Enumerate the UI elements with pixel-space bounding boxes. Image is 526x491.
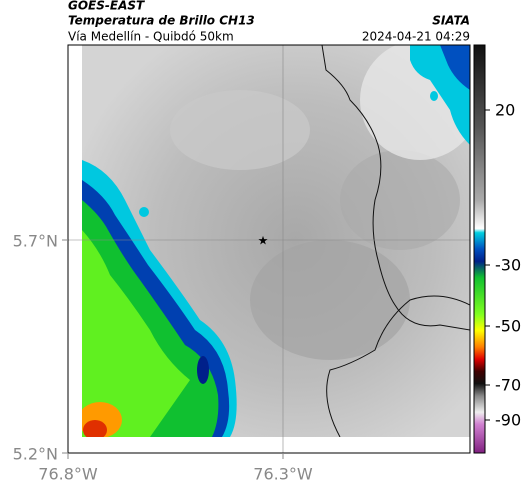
colorbar-label: -90 [495,411,521,430]
colorbar-label: -50 [495,317,521,336]
lat-label: 5.7°N [13,232,58,251]
satellite-image [82,45,470,437]
lon-label: 76.8°W [38,465,98,484]
lon-label: 76.3°W [253,465,313,484]
location-star: ★ [258,234,269,248]
colorbar-label: -70 [495,376,521,395]
colorbar [473,44,486,454]
source-label: GOES-EAST [68,0,145,13]
org-label: SIATA [432,14,470,28]
colorbar-label: -30 [495,256,521,275]
subtitle: Vía Medellín - Quibdó 50km [68,30,234,44]
title: Temperatura de Brillo CH13 [68,14,255,28]
map-frame [67,44,471,454]
lat-label: 5.2°N [13,445,58,464]
colorbar-label: 20 [495,101,515,120]
datetime: 2024-04-21 04:29 [362,30,470,44]
